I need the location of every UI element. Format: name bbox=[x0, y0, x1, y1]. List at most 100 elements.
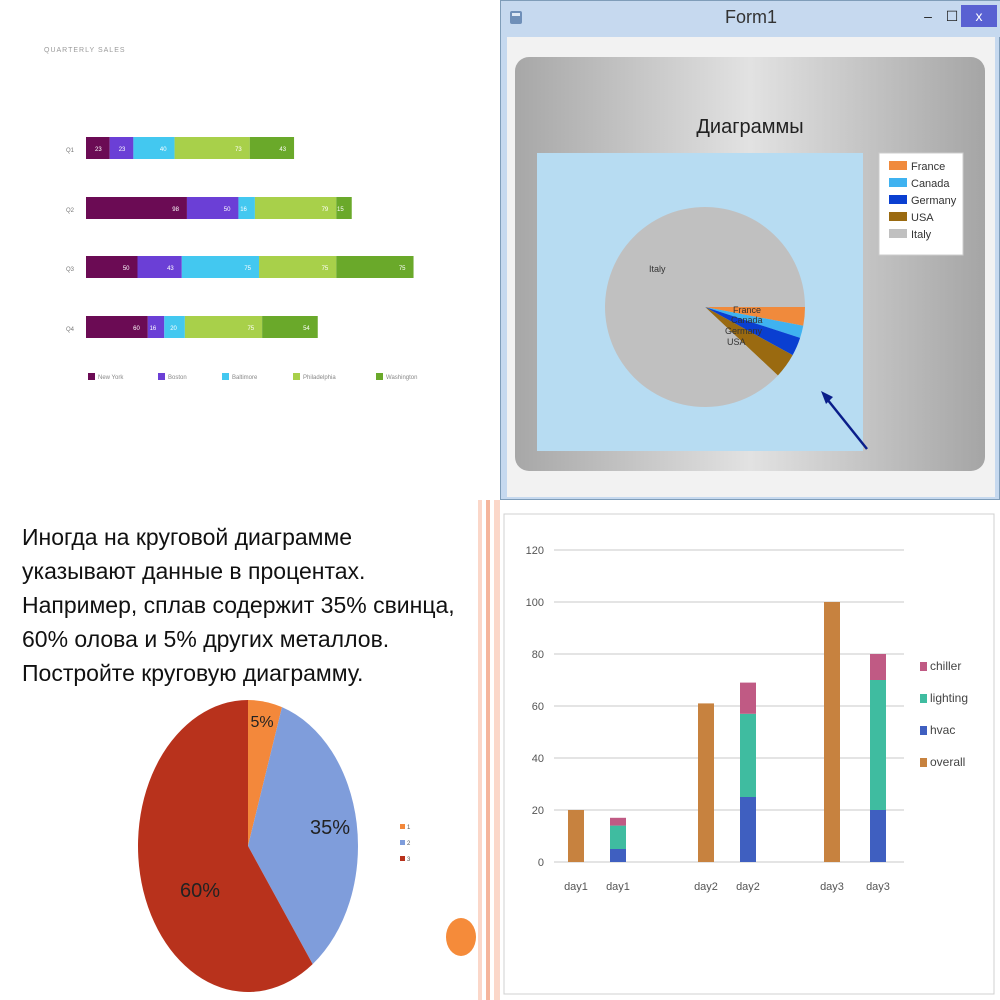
data-label-q2-washington: 15 bbox=[337, 207, 344, 213]
legend-label-2: 2 bbox=[407, 841, 411, 847]
bar-q4-boston bbox=[147, 316, 165, 338]
data-label-q4-washington: 54 bbox=[303, 326, 310, 332]
pie-slice-canada bbox=[705, 307, 804, 338]
data-label-q4-baltimore: 20 bbox=[170, 326, 177, 332]
x-tick-1: day1 bbox=[564, 881, 588, 893]
legend-label-philadelphia: Philadelphia bbox=[303, 375, 336, 381]
legend-swatch-boston bbox=[158, 373, 165, 380]
arrow-head bbox=[821, 391, 833, 404]
bar-q1-new-york bbox=[86, 137, 110, 159]
slice-label-germany: Germany bbox=[725, 326, 763, 336]
data-label-q3-washington: 75 bbox=[399, 266, 406, 272]
data-label-q3-baltimore: 75 bbox=[244, 266, 251, 272]
bar-day2-4-chiller bbox=[740, 682, 756, 714]
alloy-pie-svg: 5% 35% 60% 1 2 3 bbox=[137, 700, 411, 992]
legend-label-new-york: New York bbox=[98, 375, 124, 381]
data-label-q3-philadelphia: 75 bbox=[322, 266, 329, 272]
legend-swatch-germany bbox=[889, 195, 907, 204]
data-label-q2-philadelphia: 79 bbox=[322, 207, 329, 213]
x-tick-3: day2 bbox=[694, 881, 718, 893]
pie-slice-italy bbox=[605, 206, 805, 407]
chart-border bbox=[503, 513, 995, 995]
slice-label-france: France bbox=[733, 305, 761, 315]
bar-q2-new-york bbox=[86, 197, 187, 219]
close-button[interactable]: x bbox=[961, 5, 997, 27]
pie-slice-3 bbox=[137, 700, 313, 992]
legend-swatch-1 bbox=[400, 824, 405, 829]
legend-label-washington: Washington bbox=[386, 375, 417, 381]
bar-q3-new-york bbox=[86, 256, 138, 278]
legend-label-italy: Italy bbox=[911, 229, 932, 241]
chart-title: QUARTERLY SALES bbox=[44, 47, 126, 54]
legend-swatch-usa bbox=[889, 212, 907, 221]
bar-q1-washington bbox=[249, 137, 295, 159]
data-label-q3-new-york: 50 bbox=[123, 266, 130, 272]
legend-label-1: 1 bbox=[407, 825, 411, 831]
tick-label-q2: Q2 bbox=[66, 208, 75, 214]
legend-label-germany: Germany bbox=[911, 195, 957, 207]
quarterly-sales-chart: QUARTERLY SALES Q1 23 23 40 73 43 Q2 98 50 16 79 15… bbox=[0, 0, 500, 500]
data-label-q2-new-york: 98 bbox=[172, 207, 179, 213]
legend-label-baltimore: Baltimore bbox=[232, 375, 258, 381]
legend-swatch-france bbox=[889, 161, 907, 170]
chart-panel: Диаграммы France Canada Germany USA Italy Fra… bbox=[515, 57, 985, 471]
energy-chart-svg: 0 20 40 60 80 100 120 day1 day1 day2 day2 day3 day3 c… bbox=[503, 513, 995, 995]
data-label-q4-new-york: 60 bbox=[133, 326, 140, 332]
y-tick-20: 20 bbox=[532, 805, 544, 817]
pie-slice-1 bbox=[248, 700, 282, 846]
legend-swatch-overall bbox=[920, 758, 927, 767]
bar-q3-philadelphia bbox=[259, 256, 337, 278]
legend-swatch-canada bbox=[889, 178, 907, 187]
bar-q4-philadelphia bbox=[184, 316, 263, 338]
legend-swatch-philadelphia bbox=[293, 373, 300, 380]
data-label-1: 5% bbox=[250, 714, 273, 731]
bar-q3-washington bbox=[336, 256, 414, 278]
legend-swatch-lighting bbox=[920, 694, 927, 703]
y-tick-0: 0 bbox=[538, 857, 544, 869]
legend-swatch-washington bbox=[376, 373, 383, 380]
bar-q2-baltimore bbox=[238, 197, 255, 219]
bar-day2-4-lighting bbox=[740, 713, 756, 797]
task-slide: 5% 35% 60% 1 2 3 bbox=[0, 500, 480, 1000]
slice-label-italy: Italy bbox=[649, 264, 666, 274]
form-chart-svg: Диаграммы FranceCanadaGermanyUSAItalyFra… bbox=[537, 116, 964, 451]
legend-label-boston: Boston bbox=[168, 375, 187, 381]
maximize-button[interactable]: ☐ bbox=[945, 8, 959, 24]
bar-day3-6-chiller bbox=[870, 654, 886, 680]
y-tick-80: 80 bbox=[532, 649, 544, 661]
x-tick-2: day1 bbox=[606, 881, 630, 893]
energy-chart: 0 20 40 60 80 100 120 day1 day1 day2 day2 day3 day3 c… bbox=[500, 500, 1000, 1000]
task-text: Иногда на круговой диаграмме указывают д… bbox=[22, 524, 455, 686]
bar-q4-washington bbox=[262, 316, 318, 338]
legend-swatch-new-york bbox=[88, 373, 95, 380]
data-label-q3-boston: 43 bbox=[167, 266, 174, 272]
bar-q2-washington bbox=[336, 197, 352, 219]
window-frame: Form1 – ☐ x Диаграммы France Canada German… bbox=[500, 0, 1000, 500]
data-label-q4-philadelphia: 75 bbox=[247, 326, 254, 332]
title-bar[interactable]: Form1 – ☐ x bbox=[501, 1, 1000, 37]
data-label-3: 60% bbox=[180, 880, 220, 902]
x-tick-4: day2 bbox=[736, 881, 760, 893]
pie-slice-france bbox=[705, 307, 805, 326]
y-tick-120: 120 bbox=[526, 545, 544, 557]
window-title: Form1 bbox=[724, 7, 777, 27]
tick-label-q1: Q1 bbox=[66, 148, 75, 154]
bar-q2-philadelphia bbox=[254, 197, 337, 219]
bar-q1-boston bbox=[109, 137, 134, 159]
bar-day1-1-overall bbox=[568, 810, 584, 862]
data-label-q4-boston: 16 bbox=[150, 326, 157, 332]
bar-q4-baltimore bbox=[164, 316, 185, 338]
minimize-button[interactable]: – bbox=[924, 8, 932, 24]
data-label-q1-boston: 23 bbox=[119, 147, 126, 153]
bar-q3-boston bbox=[137, 256, 182, 278]
bar-day3-5-overall bbox=[824, 602, 840, 862]
bar-day2-3-overall bbox=[698, 703, 714, 862]
bar-day3-6-lighting bbox=[870, 680, 886, 810]
bar-q1-baltimore bbox=[133, 137, 175, 159]
legend-swatch-3 bbox=[400, 856, 405, 861]
data-label-q1-baltimore: 40 bbox=[160, 147, 167, 153]
legend-label-chiller: chiller bbox=[930, 659, 961, 673]
legend-label-canada: Canada bbox=[911, 178, 950, 190]
legend-label-usa: USA bbox=[911, 212, 934, 224]
slide-divider bbox=[478, 500, 500, 1000]
